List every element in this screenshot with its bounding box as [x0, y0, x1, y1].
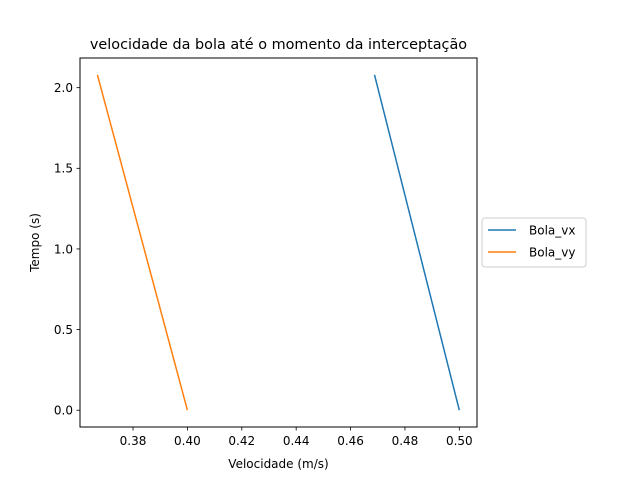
plot-lines [96, 74, 461, 411]
y-tick-label: 2.0 [54, 81, 73, 95]
x-axis: 0.38 0.40 0.42 0.44 0.46 0.48 0.50 [120, 427, 473, 448]
series-line-bola-vx [373, 74, 461, 411]
y-tick-label: 0.0 [54, 404, 73, 418]
y-axis: 0.0 0.5 1.0 1.5 2.0 [54, 81, 80, 418]
legend-label: Bola_vx [529, 223, 575, 237]
chart-title: velocidade da bola até o momento da inte… [90, 37, 467, 53]
x-tick-label: 0.40 [174, 434, 201, 448]
plot-frame [79, 57, 478, 428]
x-tick-label: 0.48 [392, 434, 419, 448]
y-tick-label: 0.5 [54, 323, 73, 337]
x-tick-label: 0.42 [228, 434, 255, 448]
series-line-bola-vy [96, 74, 189, 411]
y-tick-label: 1.5 [54, 162, 73, 176]
x-axis-label: Velocidade (m/s) [228, 457, 328, 471]
legend-label: Bola_vy [529, 245, 575, 259]
y-axis-label: Tempo (s) [28, 213, 42, 273]
x-tick-label: 0.38 [120, 434, 147, 448]
x-tick-label: 0.46 [337, 434, 364, 448]
y-tick-label: 1.0 [54, 242, 73, 256]
x-tick-label: 0.44 [283, 434, 310, 448]
legend: Bola_vx Bola_vy [481, 217, 587, 268]
x-tick-label: 0.50 [446, 434, 473, 448]
